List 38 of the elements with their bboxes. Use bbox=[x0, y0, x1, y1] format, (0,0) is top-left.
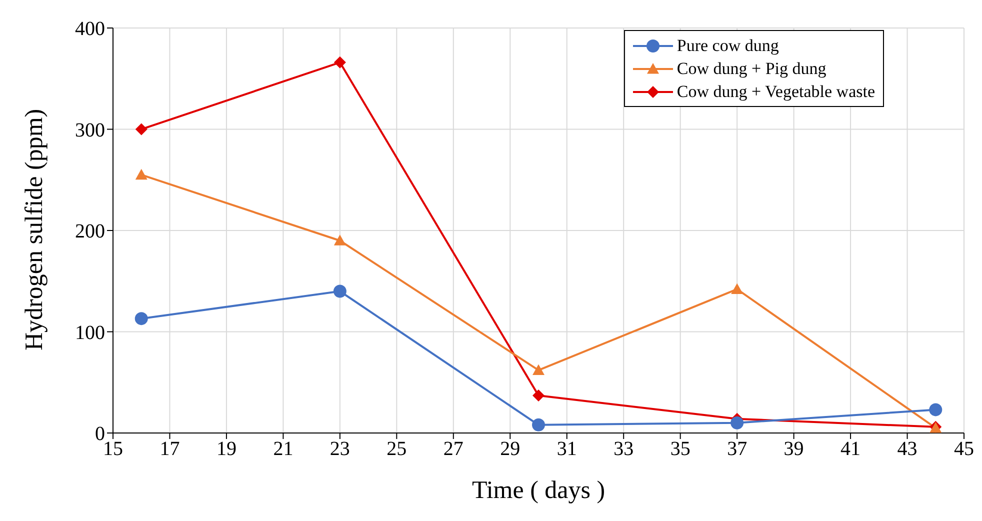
point bbox=[929, 403, 942, 416]
x-tick-label: 23 bbox=[330, 438, 350, 460]
point bbox=[134, 312, 148, 326]
x-tick-label: 21 bbox=[273, 438, 294, 460]
legend-label: Pure cow dung bbox=[676, 36, 779, 56]
x-tick-label: 37 bbox=[727, 438, 748, 460]
point bbox=[135, 168, 148, 180]
x-tick-label: 35 bbox=[670, 438, 690, 460]
point bbox=[334, 56, 346, 68]
legend-label: Cow dung + Vegetable waste bbox=[676, 82, 875, 102]
point bbox=[731, 283, 744, 294]
point bbox=[333, 284, 346, 298]
legend-label: Cow dung + Pig dung bbox=[676, 58, 826, 78]
x-tick-label: 41 bbox=[840, 438, 861, 460]
x-tick-label: 27 bbox=[443, 438, 464, 460]
point bbox=[532, 418, 545, 432]
point bbox=[532, 364, 544, 376]
point bbox=[135, 123, 148, 136]
y-tick-label: 200 bbox=[75, 220, 105, 243]
y-tick-label: 400 bbox=[75, 18, 105, 40]
x-tick-label: 17 bbox=[160, 438, 180, 460]
y-axis-title: Hydrogen sulfide (ppm) bbox=[20, 108, 48, 350]
x-tick-label: 15 bbox=[103, 438, 123, 460]
y-tick-label: 0 bbox=[95, 423, 105, 446]
point bbox=[334, 234, 346, 246]
x-tick-label: 39 bbox=[784, 438, 804, 460]
x-tick-label: 43 bbox=[897, 438, 918, 460]
x-tick-label: 25 bbox=[386, 438, 407, 460]
point bbox=[730, 416, 744, 430]
x-tick-label: 31 bbox=[556, 438, 577, 460]
x-tick-label: 19 bbox=[216, 438, 236, 460]
y-tick-label: 300 bbox=[75, 119, 105, 142]
x-tick-label: 45 bbox=[954, 438, 974, 460]
point bbox=[532, 390, 544, 402]
y-tick-label: 100 bbox=[75, 322, 105, 344]
x-tick-label: 33 bbox=[614, 438, 634, 460]
x-axis-title: Time ( days ) bbox=[472, 477, 606, 504]
x-tick-label: 29 bbox=[500, 438, 520, 460]
